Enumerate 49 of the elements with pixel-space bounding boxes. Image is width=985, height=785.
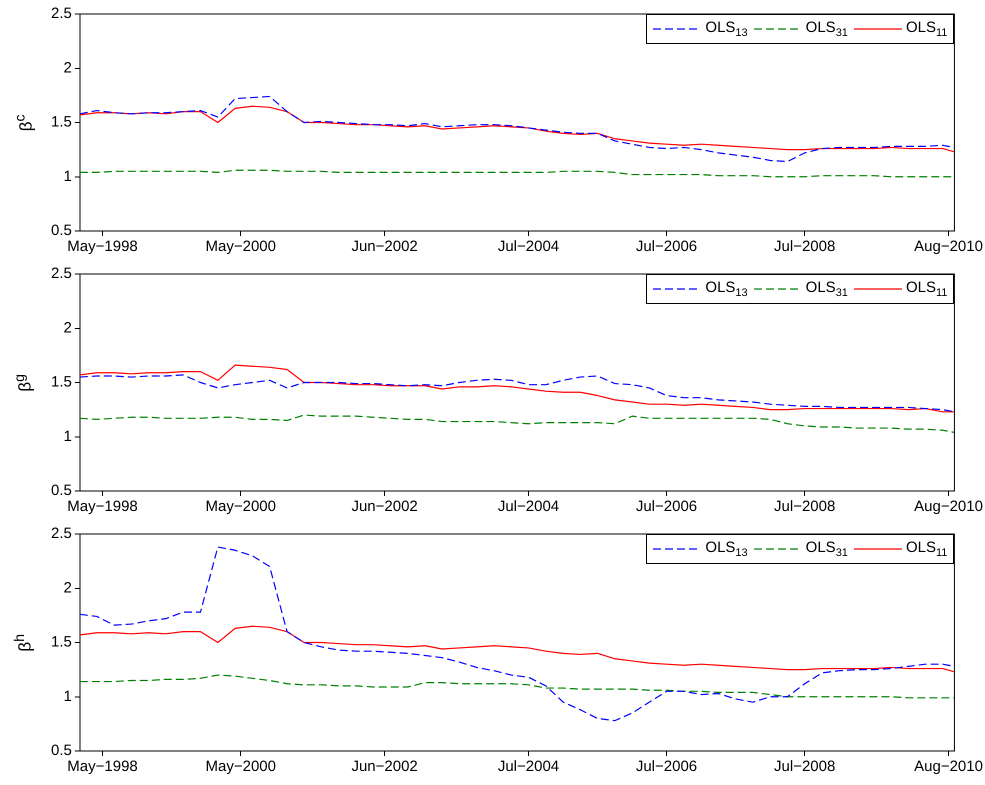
y-tick-label: 0.5 (50, 482, 72, 500)
x-tick-label: Jul−2004 (498, 498, 560, 516)
x-tick-label: Jun−2002 (351, 498, 418, 516)
x-tick-label: Jul−2006 (636, 238, 698, 256)
line-series (80, 674, 954, 698)
y-tick-label: 2.5 (50, 5, 72, 22)
y-tick-label: 2.5 (50, 525, 72, 542)
x-tick-label: May−1998 (67, 238, 138, 256)
x-tick-label: Jul−2006 (636, 498, 698, 516)
legend-label: OLS$_{11}$ (906, 19, 948, 39)
y-tick-label: 1.5 (50, 114, 72, 131)
legend-label: OLS$_{31}$ (806, 19, 848, 39)
y-tick-label: 1 (64, 168, 72, 185)
legend-label: OLS$_{13}$ (705, 279, 748, 299)
x-tick-label: Jul−2006 (636, 758, 698, 776)
x-tick-label: Jun−2002 (351, 758, 418, 776)
legend-label: OLS$_{31}$ (806, 539, 848, 559)
x-tick-label: Jul−2004 (498, 758, 560, 776)
line-series (80, 96, 954, 162)
y-tick-label: 0.5 (50, 222, 72, 240)
x-tick-label: May−2000 (206, 498, 276, 516)
x-tick-label: Jul−2004 (498, 238, 560, 256)
legend-label: OLS$_{11}$ (906, 539, 948, 559)
y-tick-label: 1 (64, 428, 72, 445)
x-tick-label: May−2000 (206, 238, 276, 256)
y-tick-label: 2.5 (50, 265, 72, 282)
y-tick-label: 2 (64, 319, 72, 336)
line-series (80, 414, 954, 434)
y-tick-label: 2 (64, 579, 72, 596)
y-tick-label: 1.5 (50, 634, 72, 651)
legend-label: OLS$_{11}$ (906, 279, 948, 299)
x-tick-label: Aug−2010 (914, 758, 983, 776)
y-tick-label: 0.5 (50, 742, 72, 760)
line-series (80, 374, 954, 412)
x-tick-label: Aug−2010 (914, 498, 983, 516)
x-tick-label: Jul−2008 (774, 238, 836, 256)
x-tick-label: Jul−2008 (774, 498, 836, 516)
x-tick-label: May−1998 (67, 498, 138, 516)
x-tick-label: Aug−2010 (914, 238, 983, 256)
y-tick-label: 1.5 (50, 374, 72, 391)
x-tick-label: May−1998 (67, 758, 138, 776)
x-tick-label: May−2000 (206, 758, 276, 776)
legend-label: OLS$_{31}$ (806, 279, 848, 299)
x-tick-label: Jun−2002 (351, 238, 418, 256)
legend-label: OLS$_{13}$ (705, 539, 748, 559)
y-tick-label: 2 (64, 59, 72, 76)
x-tick-label: Jul−2008 (774, 758, 836, 776)
legend-label: OLS$_{13}$ (705, 19, 748, 39)
y-tick-label: 1 (64, 688, 72, 705)
